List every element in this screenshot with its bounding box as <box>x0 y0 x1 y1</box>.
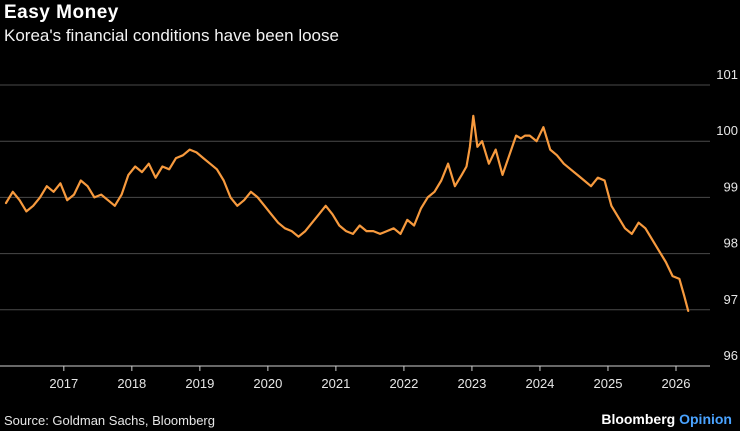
gridlines <box>0 84 710 367</box>
brand-suffix: Opinion <box>679 411 732 427</box>
x-tick-label: 2024 <box>525 376 554 391</box>
brand-logo: Bloomberg Opinion <box>601 411 732 427</box>
y-tick-label: 99 <box>724 179 738 194</box>
y-tick-label: 101 <box>716 67 738 82</box>
y-tick-label: 96 <box>724 348 738 363</box>
x-tick-label: 2025 <box>594 376 623 391</box>
y-axis-ticks: 96 97 98 99 100 101 <box>716 67 738 363</box>
chart-title: Easy Money <box>4 2 119 23</box>
y-tick-label: 98 <box>724 236 738 251</box>
x-tick-label: 2026 <box>662 376 691 391</box>
x-axis-ticks: 2017 2018 2019 2020 2021 2022 2023 2024 2025 2026 <box>49 366 690 391</box>
x-tick-label: 2023 <box>457 376 486 391</box>
x-tick-label: 2021 <box>321 376 350 391</box>
x-tick-label: 2022 <box>389 376 418 391</box>
series-line-fci <box>4 114 690 312</box>
x-tick-label: 2019 <box>185 376 214 391</box>
y-tick-label: 100 <box>716 123 738 138</box>
x-tick-label: 2017 <box>49 376 78 391</box>
y-tick-label: 97 <box>724 292 738 307</box>
x-tick-label: 2018 <box>117 376 146 391</box>
brand-name: Bloomberg <box>601 411 676 427</box>
x-tick-label: 2020 <box>253 376 282 391</box>
chart-subtitle: Korea's financial conditions have been l… <box>4 26 339 45</box>
source-note: Source: Goldman Sachs, Bloomberg <box>4 413 215 428</box>
